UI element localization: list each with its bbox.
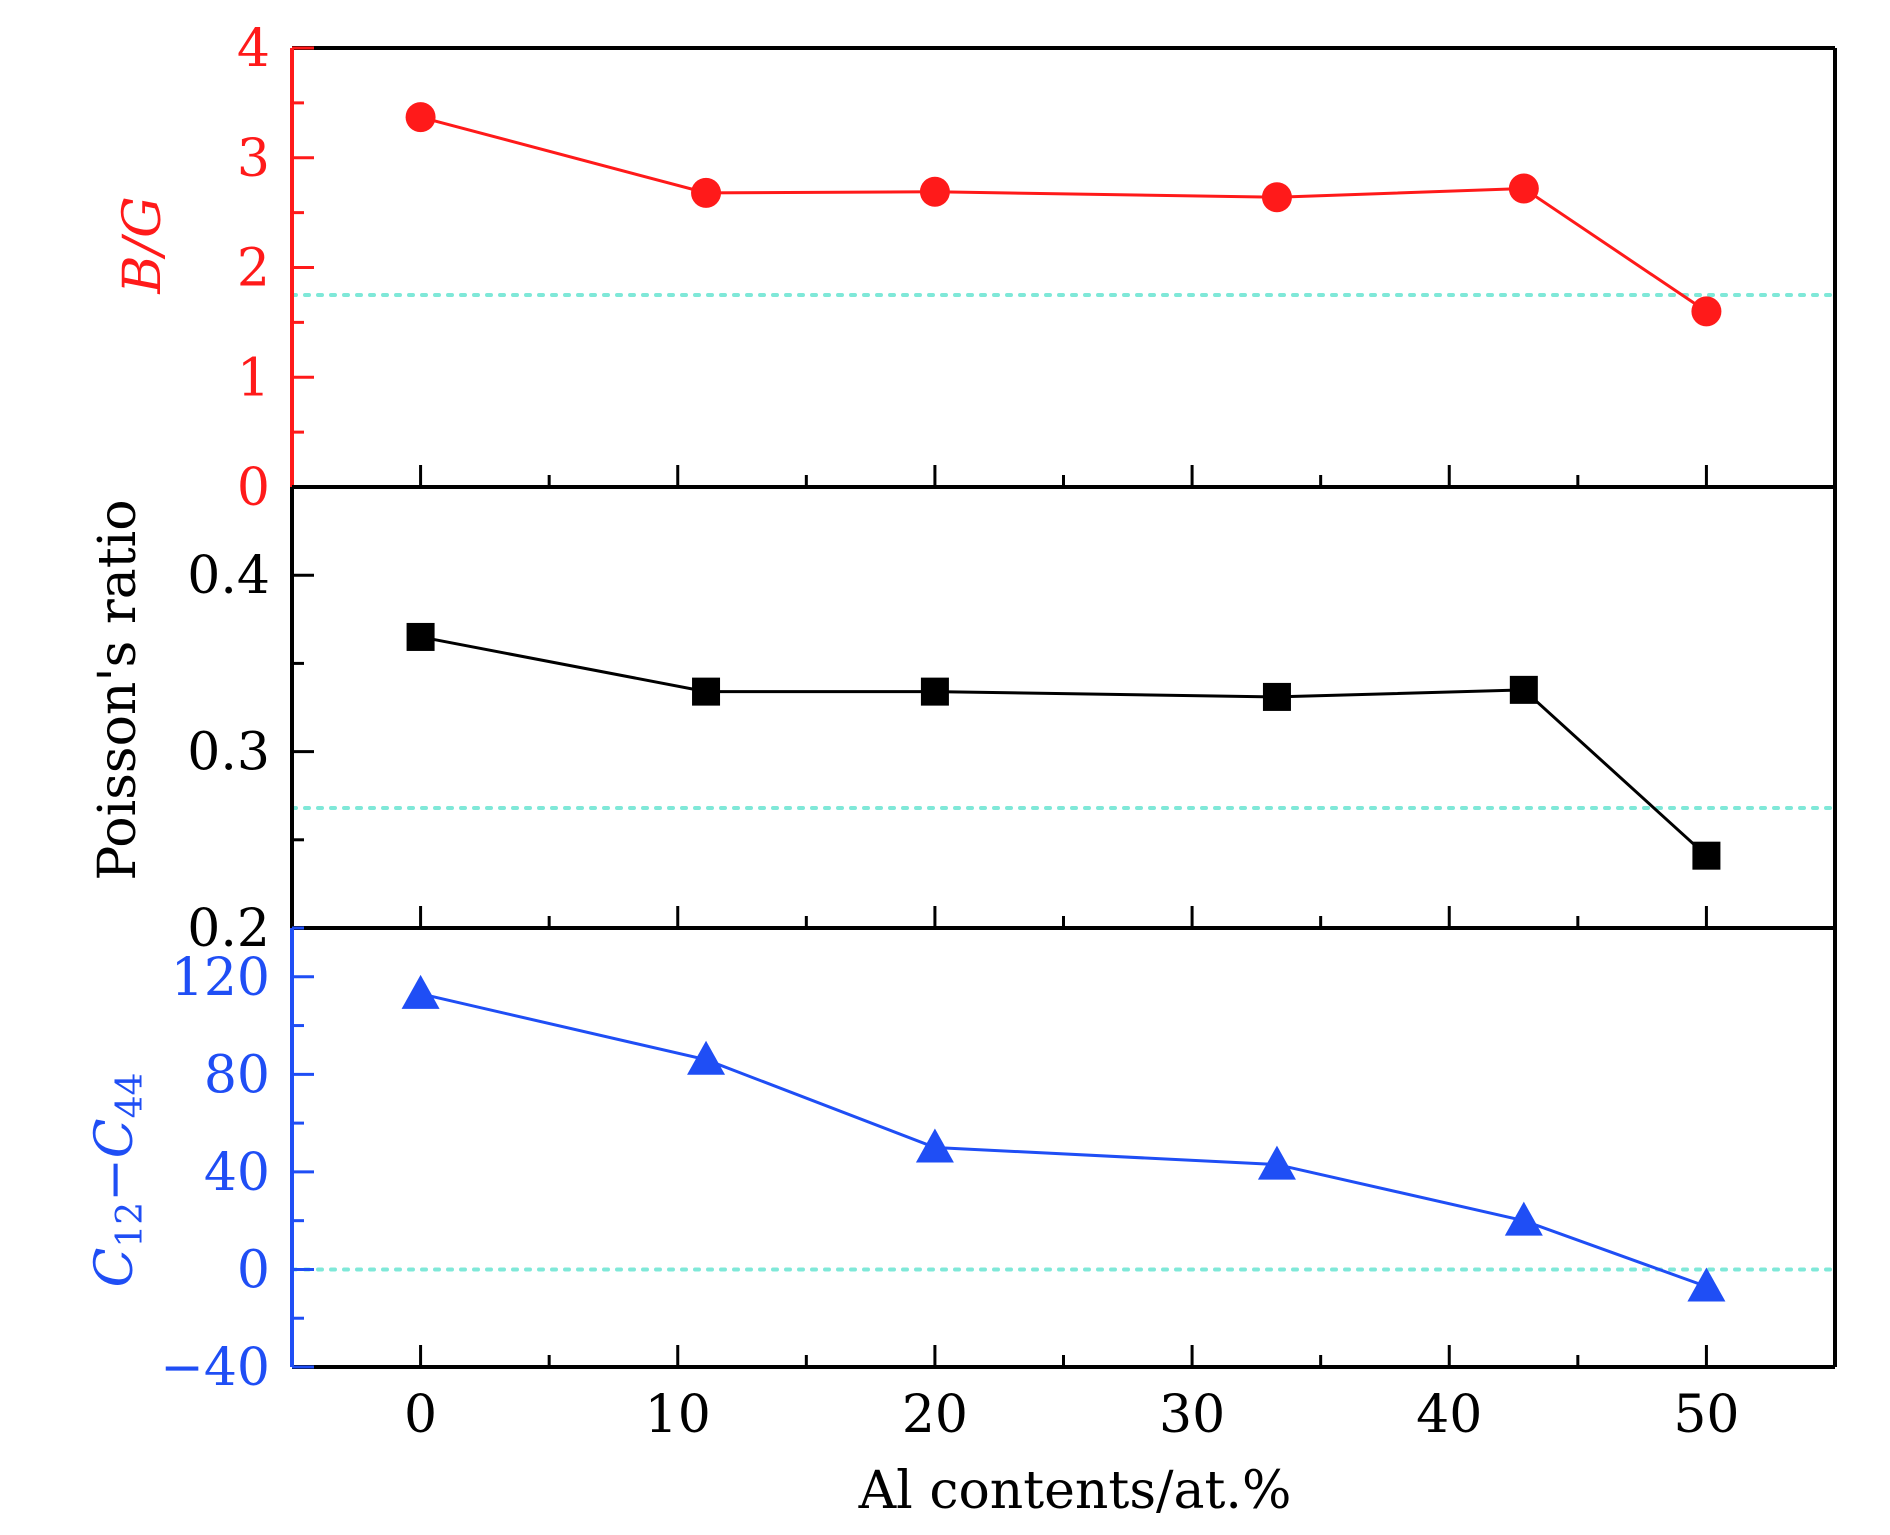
y-tick-label: 0.4 bbox=[187, 546, 270, 606]
y-tick-label: 2 bbox=[237, 239, 270, 299]
x-tick-label: 20 bbox=[902, 1385, 968, 1445]
y-tick-label: 0 bbox=[237, 1240, 270, 1300]
data-point-circle bbox=[919, 176, 950, 207]
data-point-circle bbox=[1691, 296, 1722, 327]
x-tick-label: 10 bbox=[645, 1385, 711, 1445]
y-tick-label: 120 bbox=[171, 948, 270, 1008]
c44-symbol: C bbox=[85, 1118, 145, 1158]
y-tick-label: 3 bbox=[237, 129, 270, 189]
c12-symbol: C bbox=[85, 1248, 145, 1288]
minus-sign: − bbox=[85, 1158, 145, 1202]
y-axis-title-poisson: Poisson's ratio bbox=[88, 499, 148, 880]
series-line bbox=[420, 635, 1708, 857]
data-point-circle bbox=[1508, 173, 1539, 204]
data-point-triangle bbox=[687, 1040, 726, 1075]
data-point-square bbox=[920, 677, 949, 706]
x-axis-title: Al contents/at.% bbox=[858, 1461, 1292, 1521]
data-point-circle bbox=[1261, 182, 1292, 213]
data-point-triangle bbox=[1687, 1267, 1726, 1302]
y-axis-title-bg: B/G bbox=[113, 196, 173, 294]
data-point-square bbox=[1509, 675, 1538, 704]
y-tick-label: 40 bbox=[204, 1143, 270, 1203]
y-tick-label: 0.2 bbox=[187, 899, 270, 959]
data-point-triangle bbox=[401, 974, 440, 1009]
y-tick-label: 1 bbox=[237, 348, 270, 408]
y-tick-label: −40 bbox=[160, 1338, 270, 1398]
y-tick-label: 4 bbox=[237, 19, 270, 79]
c12-subscript: 12 bbox=[110, 1202, 151, 1248]
panel-middle: 0.2 0.3 0.4 bbox=[187, 485, 1837, 959]
panel-bottom: −40 0 40 80 120 bbox=[160, 926, 1837, 1398]
x-axis: 0 10 20 30 40 50 bbox=[404, 1385, 1739, 1445]
panel-top: 0 1 2 3 4 bbox=[237, 19, 1837, 518]
data-point-square bbox=[1262, 682, 1291, 711]
x-tick-label: 0 bbox=[404, 1385, 437, 1445]
data-point-circle bbox=[405, 102, 436, 133]
x-tick-label: 40 bbox=[1416, 1385, 1482, 1445]
y-axis-title-c12-c44: C12−C44 bbox=[85, 1073, 151, 1288]
data-point-circle bbox=[691, 177, 722, 208]
chart-panels: 0 1 2 3 4 0.2 0.3 0.4 −40 0 40 80 120 bbox=[160, 19, 1837, 1398]
data-point-square bbox=[692, 677, 721, 706]
data-point-triangle bbox=[1257, 1145, 1296, 1180]
y-tick-label: 0 bbox=[237, 458, 270, 518]
x-tick-label: 50 bbox=[1673, 1385, 1739, 1445]
data-point-triangle bbox=[915, 1128, 954, 1163]
y-tick-label: 0.3 bbox=[187, 723, 270, 783]
data-point-triangle bbox=[1504, 1201, 1543, 1236]
data-point-square bbox=[1692, 841, 1721, 870]
x-tick-label: 30 bbox=[1159, 1385, 1225, 1445]
data-point-square bbox=[406, 622, 435, 651]
y-tick-label: 80 bbox=[204, 1045, 270, 1105]
c44-subscript: 44 bbox=[110, 1073, 151, 1119]
series-line bbox=[420, 992, 1707, 1288]
series-line bbox=[420, 115, 1708, 313]
